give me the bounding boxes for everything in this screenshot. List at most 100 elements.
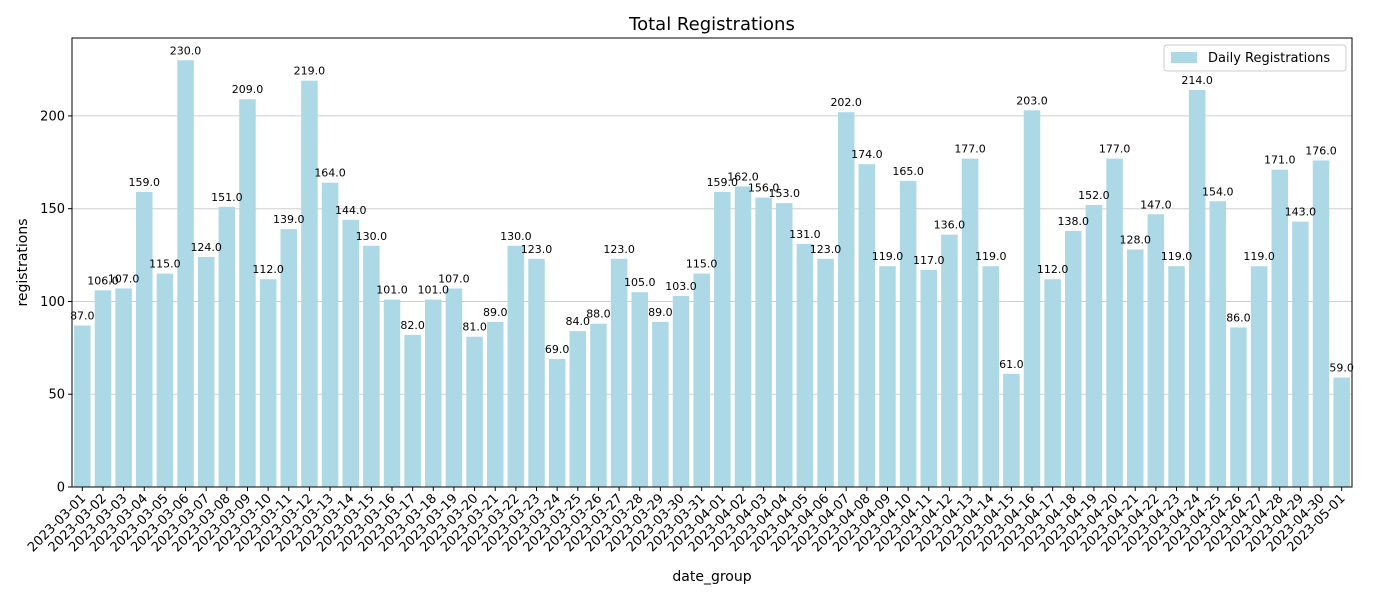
- legend-swatch: [1171, 52, 1197, 63]
- bar: [528, 258, 545, 487]
- data-label: 119.0: [872, 250, 904, 263]
- data-label: 230.0: [170, 44, 202, 57]
- y-tick-label: 0: [57, 481, 65, 496]
- y-tick-label: 50: [48, 388, 65, 403]
- bar: [837, 112, 855, 487]
- bar: [858, 164, 876, 487]
- data-label: 136.0: [934, 219, 966, 232]
- bar: [383, 299, 401, 487]
- data-label: 165.0: [892, 165, 924, 178]
- legend: Daily Registrations: [1163, 44, 1347, 72]
- data-label: 177.0: [1099, 143, 1131, 156]
- data-label: 143.0: [1285, 206, 1317, 219]
- data-label: 130.0: [500, 230, 532, 243]
- bar: [425, 299, 442, 487]
- bar: [94, 290, 112, 487]
- bar: [672, 295, 690, 487]
- data-label: 88.0: [586, 308, 611, 321]
- bar: [259, 279, 277, 487]
- bar: [115, 288, 132, 487]
- y-tick-label: 200: [40, 109, 65, 124]
- data-label: 147.0: [1140, 198, 1172, 211]
- data-label: 202.0: [830, 96, 862, 109]
- bar: [631, 292, 648, 487]
- data-label: 131.0: [789, 228, 821, 241]
- data-label: 138.0: [1058, 215, 1090, 228]
- data-label: 119.0: [1243, 250, 1275, 263]
- bar: [507, 245, 525, 487]
- bar: [177, 60, 194, 487]
- bar: [1168, 266, 1185, 487]
- data-label: 87.0: [70, 310, 95, 323]
- bar: [1292, 221, 1309, 487]
- bar: [342, 219, 359, 487]
- data-label: 151.0: [211, 191, 243, 204]
- data-label: 153.0: [769, 187, 801, 200]
- data-label: 81.0: [462, 321, 487, 334]
- data-label: 144.0: [335, 204, 367, 217]
- data-label: 106.0: [87, 274, 119, 287]
- data-label: 82.0: [400, 319, 425, 332]
- data-label: 119.0: [1161, 250, 1193, 263]
- bar: [363, 245, 380, 487]
- bar: [1085, 204, 1103, 488]
- bar: [280, 229, 298, 487]
- bar: [466, 336, 483, 487]
- bar: [1333, 377, 1350, 487]
- bar: [879, 266, 896, 487]
- y-axis-ticks: 0 50 100 150 200: [40, 109, 72, 496]
- bar: [321, 182, 339, 488]
- data-label: 219.0: [294, 65, 326, 78]
- bar: [486, 321, 504, 487]
- bar: [1044, 279, 1061, 487]
- y-axis-label: registrations: [15, 218, 31, 306]
- data-label: 84.0: [566, 315, 591, 328]
- data-label: 177.0: [954, 143, 986, 156]
- data-label: 128.0: [1119, 234, 1151, 247]
- legend-box: [1163, 44, 1347, 72]
- data-label: 159.0: [129, 176, 161, 189]
- data-label: 89.0: [648, 306, 673, 319]
- bar: [197, 256, 215, 487]
- bar: [1147, 214, 1165, 488]
- bar: [817, 258, 834, 487]
- bar: [1209, 201, 1227, 488]
- data-label: 105.0: [624, 276, 656, 289]
- data-label: 101.0: [376, 284, 408, 297]
- data-label: 69.0: [545, 343, 570, 356]
- data-label: 89.0: [483, 306, 508, 319]
- x-axis-label: date_group: [672, 569, 751, 585]
- bar: [714, 191, 731, 488]
- bar: [218, 206, 236, 487]
- bar: [1126, 249, 1144, 487]
- data-label: 101.0: [418, 284, 450, 297]
- bar: [899, 180, 917, 487]
- data-label: 164.0: [314, 167, 346, 180]
- data-label: 154.0: [1202, 185, 1234, 198]
- bar: [693, 273, 710, 487]
- bar: [652, 321, 669, 487]
- bar: [1023, 110, 1041, 488]
- bar: [548, 358, 566, 487]
- bar: [982, 266, 999, 487]
- data-label: 86.0: [1226, 311, 1251, 324]
- data-label: 123.0: [603, 243, 635, 256]
- data-label: 130.0: [356, 230, 388, 243]
- data-label: 209.0: [232, 83, 264, 96]
- data-label: 159.0: [707, 176, 739, 189]
- data-label: 112.0: [1037, 263, 1069, 276]
- plot-frame: [71, 37, 1353, 488]
- bar: [590, 323, 607, 487]
- bar: [445, 288, 463, 487]
- bar: [920, 269, 938, 487]
- bar: [610, 258, 628, 487]
- data-label: 156.0: [748, 182, 780, 195]
- bar: [301, 80, 318, 487]
- legend-label: Daily Registrations: [1208, 51, 1330, 66]
- bar: [941, 234, 958, 487]
- data-label: 119.0: [975, 250, 1007, 263]
- bar: [1230, 327, 1247, 487]
- data-label: 152.0: [1078, 189, 1110, 202]
